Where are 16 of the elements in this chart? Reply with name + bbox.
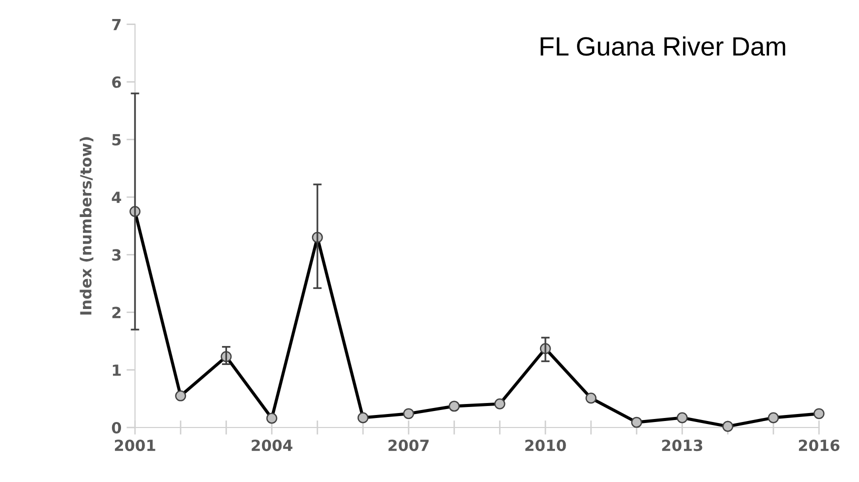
y-tick-label: 1 bbox=[112, 364, 121, 376]
y-tick-label: 6 bbox=[112, 76, 121, 88]
x-tick-label: 2004 bbox=[252, 440, 292, 452]
y-tick-label: 5 bbox=[112, 134, 121, 146]
y-axis-title: Index (numbers/tow) bbox=[80, 137, 94, 315]
x-tick-label: 2013 bbox=[662, 440, 702, 452]
y-tick-label: 3 bbox=[112, 249, 121, 261]
chart-title: FL Guana River Dam bbox=[540, 36, 786, 56]
x-tick-label: 2016 bbox=[798, 440, 840, 452]
x-tick-label: 2007 bbox=[388, 440, 429, 452]
y-tick-label: 2 bbox=[112, 306, 120, 318]
y-tick-label: 0 bbox=[112, 422, 122, 434]
y-tick-label: 7 bbox=[112, 18, 121, 30]
y-tick-label: 4 bbox=[112, 192, 122, 203]
x-tick-label: 2001 bbox=[114, 440, 156, 452]
x-tick-label: 2010 bbox=[525, 440, 566, 452]
